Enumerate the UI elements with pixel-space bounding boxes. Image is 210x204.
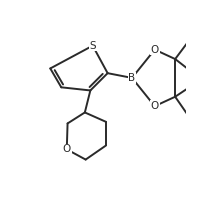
Text: O: O [63,144,71,154]
Text: B: B [128,73,135,83]
Text: S: S [89,41,96,51]
Text: O: O [151,45,159,55]
Text: O: O [151,101,159,111]
